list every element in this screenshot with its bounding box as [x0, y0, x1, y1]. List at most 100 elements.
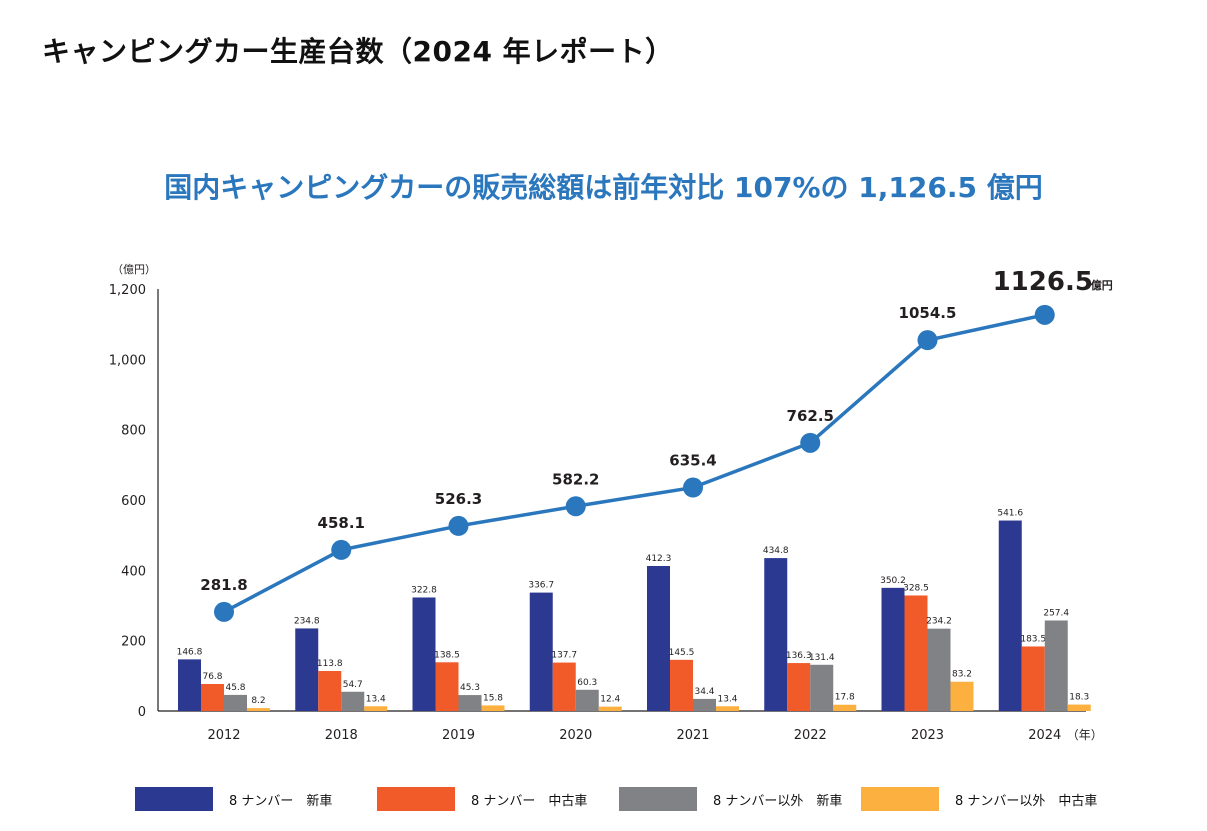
legend-swatch — [135, 787, 213, 811]
bar — [950, 681, 974, 711]
x-axis-unit: （年） — [1067, 728, 1103, 742]
legend-label: 8 ナンバー以外 中古車 — [955, 793, 1098, 809]
bar-value-label: 83.2 — [952, 670, 972, 680]
legend: 8 ナンバー 新車 8 ナンバー 中古車 8 ナンバー以外 新車 8 ナンバー以… — [0, 786, 1207, 812]
legend-item-used-other: 8 ナンバー以外 中古車 — [861, 786, 1097, 812]
y-tick-label: 600 — [121, 494, 146, 509]
bar-value-label: 12.4 — [600, 695, 620, 705]
total-value-label: 582.2 — [552, 470, 599, 488]
total-value-label: 458.1 — [318, 514, 365, 532]
bar — [670, 659, 693, 711]
bar-value-label: 76.8 — [202, 672, 222, 682]
bar — [881, 587, 905, 711]
bar — [1021, 646, 1045, 711]
bar — [598, 706, 622, 711]
y-tick-label: 1,200 — [109, 283, 146, 298]
bar — [1067, 704, 1091, 711]
bar — [364, 706, 388, 711]
total-value-label-highlight: 1126.5 — [993, 267, 1093, 297]
bar-value-label: 336.7 — [528, 581, 554, 591]
bar — [412, 597, 436, 711]
bar — [787, 663, 811, 711]
bar — [927, 628, 951, 711]
total-point — [565, 496, 586, 517]
legend-label: 8 ナンバー 新車 — [229, 793, 333, 809]
bar-value-label: 131.4 — [809, 653, 835, 663]
total-point — [800, 432, 821, 453]
legend-label: 8 ナンバー以外 新車 — [713, 793, 843, 809]
bar — [904, 595, 928, 711]
bar-value-label: 146.8 — [177, 647, 203, 657]
bar-value-label: 434.8 — [763, 546, 789, 556]
bar-value-label: 13.4 — [717, 694, 737, 704]
x-tick-label: 2019 — [442, 728, 475, 743]
bar-value-label: 60.3 — [577, 678, 597, 688]
total-point — [683, 477, 703, 498]
chart-title: 国内キャンピングカーの販売総額は前年対比 107%の 1,126.5 億円 — [164, 171, 1043, 204]
x-tick-label: 2012 — [207, 728, 240, 743]
legend-swatch — [861, 787, 939, 811]
total-line — [223, 313, 1046, 614]
bar — [247, 708, 270, 711]
bar-value-label: 34.4 — [694, 687, 714, 697]
bar — [647, 566, 670, 711]
bar — [341, 691, 365, 711]
page-title: キャンピングカー生産台数（2024 年レポート） — [42, 35, 674, 68]
total-value-label: 762.5 — [787, 407, 834, 425]
legend-swatch — [377, 787, 455, 811]
x-tick-label: 2023 — [911, 728, 944, 743]
x-tick-label: 2020 — [559, 728, 592, 743]
x-tick-label: 2022 — [794, 728, 827, 743]
bar-value-label: 412.3 — [646, 554, 672, 564]
total-point — [331, 539, 352, 560]
legend-item-used-8: 8 ナンバー 中古車 — [377, 786, 587, 812]
bar — [435, 662, 459, 711]
total-point — [214, 601, 234, 622]
bar-value-label: 18.3 — [1069, 693, 1089, 703]
bar — [810, 664, 834, 711]
legend-label: 8 ナンバー 中古車 — [471, 793, 588, 809]
bar — [529, 592, 553, 711]
bar — [693, 698, 716, 711]
y-tick-label: 800 — [121, 424, 146, 439]
legend-item-new-other: 8 ナンバー以外 新車 — [619, 786, 842, 812]
bar-value-label: 541.6 — [997, 509, 1023, 519]
bar — [201, 683, 224, 711]
bar — [318, 670, 342, 711]
bar-value-label: 45.8 — [225, 683, 245, 693]
y-tick-label: 1,000 — [109, 353, 146, 368]
bar-value-label: 17.8 — [835, 693, 855, 703]
x-tick-label: 2018 — [325, 728, 358, 743]
bar — [575, 689, 599, 711]
bar-value-label: 137.7 — [551, 651, 577, 661]
bar — [716, 706, 739, 711]
bar — [1044, 620, 1068, 711]
y-axis-label: （億円） — [112, 263, 156, 276]
bar-value-label: 136.3 — [786, 651, 812, 661]
bar-value-label: 183.5 — [1020, 634, 1046, 644]
x-tick-label: 2024 — [1028, 728, 1061, 743]
bar — [458, 695, 482, 711]
bar — [764, 558, 788, 711]
bar-value-label: 8.2 — [251, 696, 265, 706]
bar-value-label: 322.8 — [411, 585, 437, 595]
total-value-label: 526.3 — [435, 490, 482, 508]
bar — [481, 705, 505, 711]
combo-chart: 0 200 400 600 800 1,000 1,200 （億円） 2012 2018 2019 2… — [109, 263, 1113, 743]
bar-value-label: 45.3 — [460, 683, 480, 693]
total-value-unit: 億円 — [1091, 278, 1113, 292]
legend-item-new-8: 8 ナンバー 新車 — [135, 786, 332, 812]
bar-value-label: 113.8 — [317, 659, 343, 669]
total-point — [1034, 304, 1055, 325]
bar — [295, 628, 319, 711]
bar — [552, 662, 576, 711]
bar-value-label: 328.5 — [903, 583, 929, 593]
legend-swatch — [619, 787, 697, 811]
bar-value-label: 257.4 — [1043, 608, 1069, 618]
bar — [833, 704, 857, 711]
y-tick-label: 400 — [121, 564, 146, 579]
bar-value-label: 138.5 — [434, 650, 460, 660]
total-value-label: 1054.5 — [899, 304, 957, 322]
y-tick-label: 200 — [121, 635, 146, 650]
total-value-label: 281.8 — [200, 576, 247, 594]
